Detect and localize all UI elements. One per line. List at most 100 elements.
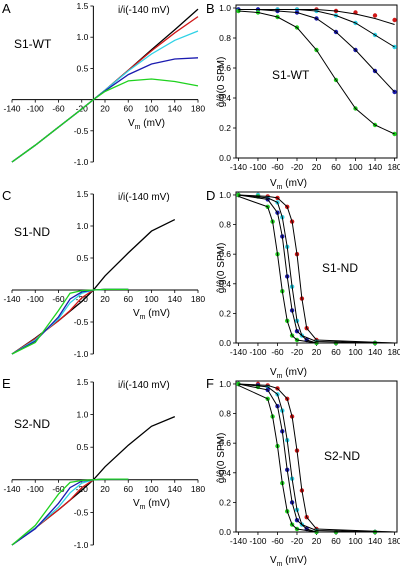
panel-label-d: D xyxy=(206,188,215,203)
y-tick-label: 0.4 xyxy=(219,468,231,478)
x-tick-label: -60 xyxy=(271,162,284,172)
x-axis-label-unit: (mV) xyxy=(283,555,307,566)
y-tick-label: 0.2 xyxy=(219,123,231,133)
x-tick-label: 20 xyxy=(312,536,322,546)
x-tick-label: 60 xyxy=(124,104,134,114)
x-tick-label: 20 xyxy=(312,347,322,357)
y-axis-label: i/i(-140 mV) xyxy=(118,380,170,391)
fit-curve xyxy=(238,10,395,135)
x-axis-label-main: V xyxy=(270,555,277,566)
x-axis-label-sub: m xyxy=(277,561,283,568)
panel-d-conductance-plot: -140 -100 -60 -20 20 60 100 140 180 0.0 0.2 0.4 0.6 0… xyxy=(216,190,400,380)
x-tick-label: -60 xyxy=(52,104,65,114)
x-tick-label: -140 xyxy=(230,162,247,172)
x-tick-label: 100 xyxy=(348,162,362,172)
y-tick-label: 1.0 xyxy=(77,221,89,231)
y-tick-label: 0.5 xyxy=(77,63,89,73)
x-tick-label: -60 xyxy=(52,484,65,494)
x-tick-label: 140 xyxy=(368,536,382,546)
data-series-cyan xyxy=(236,7,397,50)
y-tick-label: 0.0 xyxy=(219,338,231,348)
plot-frame xyxy=(235,4,398,159)
x-axis-label-sub: m xyxy=(277,184,283,191)
x-axis-label-main: V xyxy=(270,178,277,189)
y-tick-label: 1.5 xyxy=(77,377,89,387)
plot-frame xyxy=(235,380,398,533)
x-tick-label: 140 xyxy=(368,162,382,172)
x-tick-label: 100 xyxy=(348,536,362,546)
x-axis-label: Vm (mV) xyxy=(270,555,307,568)
panel-label-b: B xyxy=(206,1,215,16)
x-tick-label: -100 xyxy=(249,347,266,357)
y-tick-label: 1.5 xyxy=(77,1,89,11)
y-tick-label: 1.0 xyxy=(77,410,89,420)
series-line-green xyxy=(11,78,199,163)
fit-curve xyxy=(238,194,395,344)
plots-layer: -140 -100 -60 -20 20 60 100 140 180-1.0-0.50.51.… xyxy=(3,1,400,568)
construct-label: S1-WT xyxy=(14,37,52,51)
y-tick-label: 0.2 xyxy=(219,308,231,318)
y-tick-label: 0.4 xyxy=(219,279,231,289)
y-tick-label: -1.0 xyxy=(74,157,89,167)
y-tick-label: 0.4 xyxy=(219,93,231,103)
y-tick-label: 0.5 xyxy=(77,442,89,452)
y-tick-label: 0.8 xyxy=(219,33,231,43)
y-axis-label: ĝ/ĝ(0 SPM) xyxy=(216,243,227,294)
x-tick-label: 180 xyxy=(191,294,205,304)
x-axis-label-unit: (mV) xyxy=(146,308,170,319)
fit-curve xyxy=(238,195,395,344)
panel-f-conductance-plot: -140 -100 -60 -20 20 60 100 140 180 0.0 0.2 0.4 0.6 0… xyxy=(216,379,400,568)
x-tick-label: 100 xyxy=(144,484,158,494)
x-tick-label: 180 xyxy=(191,104,205,114)
construct-label: S1-ND xyxy=(322,261,358,275)
x-tick-label: -140 xyxy=(3,484,20,494)
x-tick-label: 140 xyxy=(368,347,382,357)
fit-curve xyxy=(238,383,395,533)
x-axis-label: Vm (mV) xyxy=(133,498,170,511)
y-tick-label: 1.0 xyxy=(219,190,231,200)
y-tick-label: 0.6 xyxy=(219,438,231,448)
y-tick-label: 1.0 xyxy=(219,379,231,389)
x-tick-label: 180 xyxy=(387,536,400,546)
x-tick-label: -20 xyxy=(291,347,304,357)
x-tick-label: 20 xyxy=(312,162,322,172)
x-tick-label: -100 xyxy=(27,104,44,114)
x-tick-label: 180 xyxy=(191,484,205,494)
panel-a-iv-plot: -140 -100 -60 -20 20 60 100 140 180-1.0-0.50.51.… xyxy=(3,1,205,167)
x-tick-label: 140 xyxy=(168,484,182,494)
x-tick-label: 60 xyxy=(331,162,341,172)
y-tick-label: 0.6 xyxy=(219,63,231,73)
x-tick-label: -60 xyxy=(271,536,284,546)
x-tick-label: -140 xyxy=(230,347,247,357)
x-tick-label: 20 xyxy=(100,104,110,114)
data-point-red xyxy=(372,13,378,18)
x-tick-label: 60 xyxy=(124,484,134,494)
x-axis-label-main: V xyxy=(133,308,140,319)
y-tick-label: 0.0 xyxy=(219,527,231,537)
x-tick-label: 20 xyxy=(100,484,110,494)
x-axis-label-main: V xyxy=(270,367,277,378)
x-tick-label: 180 xyxy=(387,162,400,172)
x-tick-label: -100 xyxy=(27,294,44,304)
y-axis-label: i/i(-140 mV) xyxy=(118,192,170,203)
x-axis-label: Vm (mV) xyxy=(133,308,170,321)
panel-c-iv-plot: -140 -100 -60 -20 20 60 100 140 180 -1.0 -0.5 0.5 1.… xyxy=(3,189,205,359)
x-axis-label-sub: m xyxy=(140,504,146,511)
x-axis-label: Vm (mV) xyxy=(128,118,165,131)
x-tick-label: 140 xyxy=(168,294,182,304)
y-tick-label: -1.0 xyxy=(74,349,89,359)
x-tick-label: -20 xyxy=(291,162,304,172)
y-tick-label: 1.0 xyxy=(77,32,89,42)
construct-label: S1-ND xyxy=(14,225,50,239)
y-tick-label: 0.5 xyxy=(77,253,89,263)
construct-label: S2-ND xyxy=(14,417,50,431)
x-axis-label-sub: m xyxy=(135,124,141,131)
panel-b-conductance-plot: -140 -100 -60 -20 20 60 100 140 180 0.0 0.2 0.4 0.6 0… xyxy=(216,3,400,191)
x-tick-label: 20 xyxy=(100,294,110,304)
y-tick-label: -0.5 xyxy=(74,507,89,517)
panel-e-iv-plot: -140 -100 -60 -20 20 60 100 140 180 -1.0 -0.5 0.5 1.… xyxy=(3,377,205,550)
construct-label: S2-ND xyxy=(324,449,360,463)
x-tick-label: -140 xyxy=(230,536,247,546)
fit-curve xyxy=(238,384,395,533)
